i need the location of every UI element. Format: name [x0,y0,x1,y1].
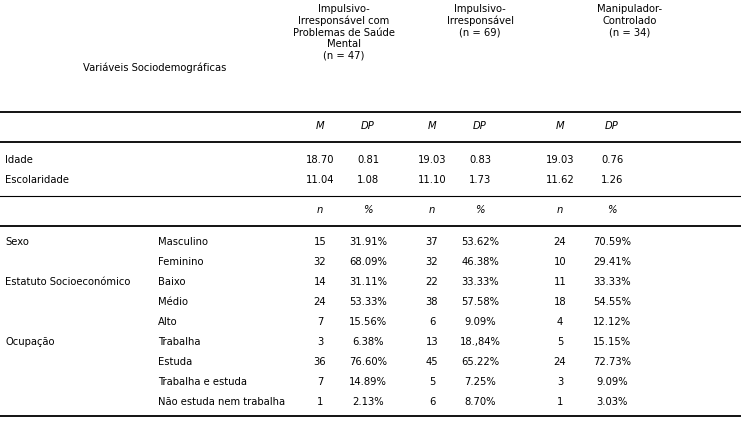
Text: 5: 5 [429,377,435,387]
Text: 10: 10 [554,257,566,267]
Text: 70.59%: 70.59% [593,237,631,247]
Text: 8.70%: 8.70% [465,397,496,407]
Text: 5: 5 [556,337,563,347]
Text: 46.38%: 46.38% [461,257,499,267]
Text: 37: 37 [425,237,439,247]
Text: 15.15%: 15.15% [593,337,631,347]
Text: Trabalha: Trabalha [158,337,201,347]
Text: 32: 32 [313,257,326,267]
Text: 15: 15 [313,237,326,247]
Text: DP: DP [361,121,375,131]
Text: Não estuda nem trabalha: Não estuda nem trabalha [158,397,285,407]
Text: %: % [475,205,485,215]
Text: 0.81: 0.81 [357,155,379,165]
Text: 0.83: 0.83 [469,155,491,165]
Text: 33.33%: 33.33% [594,277,631,287]
Text: 76.60%: 76.60% [349,357,387,367]
Text: 3.03%: 3.03% [597,397,628,407]
Text: 12.12%: 12.12% [593,317,631,327]
Text: Masculino: Masculino [158,237,208,247]
Text: 54.55%: 54.55% [593,297,631,307]
Text: 33.33%: 33.33% [461,277,499,287]
Text: 31.91%: 31.91% [349,237,387,247]
Text: 24: 24 [554,237,566,247]
Text: Idade: Idade [5,155,33,165]
Text: Estuda: Estuda [158,357,192,367]
Text: 32: 32 [425,257,439,267]
Text: 24: 24 [313,297,326,307]
Text: 7: 7 [317,377,323,387]
Text: 31.11%: 31.11% [349,277,387,287]
Text: 1.26: 1.26 [601,175,623,185]
Text: 19.03: 19.03 [546,155,574,165]
Text: 24: 24 [554,357,566,367]
Text: Alto: Alto [158,317,178,327]
Text: %: % [608,205,617,215]
Text: 0.76: 0.76 [601,155,623,165]
Text: Variáveis Sociodemográficas: Variáveis Sociodemográficas [83,63,227,73]
Text: n: n [429,205,435,215]
Text: DP: DP [473,121,487,131]
Text: 53.33%: 53.33% [349,297,387,307]
Text: 38: 38 [426,297,438,307]
Text: 1.73: 1.73 [469,175,491,185]
Text: 11: 11 [554,277,566,287]
Text: Escolaridade: Escolaridade [5,175,69,185]
Text: Trabalha e estuda: Trabalha e estuda [158,377,247,387]
Text: 13: 13 [425,337,439,347]
Text: %: % [363,205,373,215]
Text: M: M [556,121,565,131]
Text: Sexo: Sexo [5,237,29,247]
Text: Manipulador-
Controlado
(n = 34): Manipulador- Controlado (n = 34) [597,4,662,37]
Text: Médio: Médio [158,297,188,307]
Text: 29.41%: 29.41% [593,257,631,267]
Text: 18.70: 18.70 [306,155,334,165]
Text: 11.10: 11.10 [418,175,446,185]
Text: 7.25%: 7.25% [464,377,496,387]
Text: 18: 18 [554,297,566,307]
Text: M: M [428,121,436,131]
Text: 11.62: 11.62 [545,175,574,185]
Text: 3: 3 [317,337,323,347]
Text: 4: 4 [557,317,563,327]
Text: 11.04: 11.04 [306,175,334,185]
Text: 45: 45 [425,357,439,367]
Text: 9.09%: 9.09% [464,317,496,327]
Text: DP: DP [605,121,619,131]
Text: 9.09%: 9.09% [597,377,628,387]
Text: Baixo: Baixo [158,277,185,287]
Text: n: n [556,205,563,215]
Text: 1.08: 1.08 [357,175,379,185]
Text: 53.62%: 53.62% [461,237,499,247]
Text: Feminino: Feminino [158,257,204,267]
Text: M: M [316,121,325,131]
Text: 6.38%: 6.38% [352,337,384,347]
Text: Impulsivo-
Irresponsável com
Problemas de Saúde
Mental
(n = 47): Impulsivo- Irresponsável com Problemas d… [293,4,395,61]
Text: 19.03: 19.03 [418,155,446,165]
Text: 14: 14 [313,277,326,287]
Text: 6: 6 [429,317,435,327]
Text: 1: 1 [317,397,323,407]
Text: Impulsivo-
Irresponsável
(n = 69): Impulsivo- Irresponsável (n = 69) [447,4,514,38]
Text: Estatuto Socioeconómico: Estatuto Socioeconómico [5,277,130,287]
Text: 65.22%: 65.22% [461,357,499,367]
Text: 22: 22 [425,277,439,287]
Text: 1: 1 [556,397,563,407]
Text: Ocupação: Ocupação [5,337,55,347]
Text: 7: 7 [317,317,323,327]
Text: 18.,84%: 18.,84% [459,337,500,347]
Text: 36: 36 [313,357,326,367]
Text: 72.73%: 72.73% [593,357,631,367]
Text: 68.09%: 68.09% [349,257,387,267]
Text: 6: 6 [429,397,435,407]
Text: 15.56%: 15.56% [349,317,387,327]
Text: 2.13%: 2.13% [352,397,384,407]
Text: 57.58%: 57.58% [461,297,499,307]
Text: 3: 3 [557,377,563,387]
Text: 14.89%: 14.89% [349,377,387,387]
Text: n: n [317,205,323,215]
